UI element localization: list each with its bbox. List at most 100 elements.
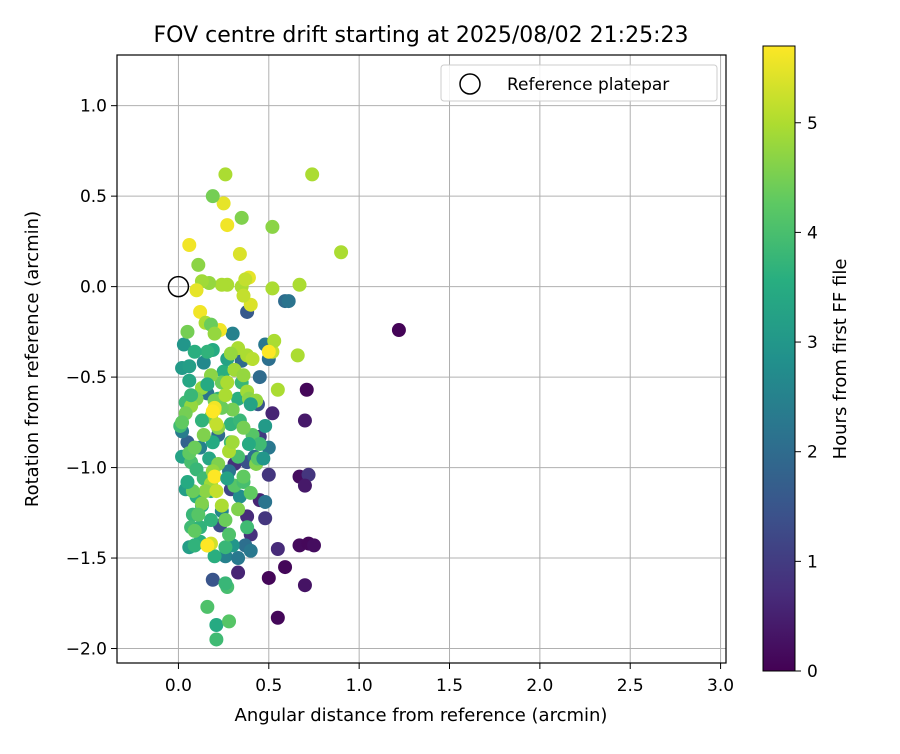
data-point <box>281 294 296 309</box>
data-point <box>209 484 224 499</box>
data-point <box>200 538 215 553</box>
x-tick-label: 2.0 <box>526 676 553 696</box>
data-point <box>207 549 222 564</box>
data-point <box>187 538 202 553</box>
y-tick-label: −1.5 <box>66 549 107 569</box>
data-point <box>205 189 220 204</box>
x-tick-label: 3.0 <box>707 676 734 696</box>
data-point <box>209 618 224 632</box>
legend-box <box>440 64 718 102</box>
data-point <box>189 283 204 298</box>
data-point <box>205 572 220 587</box>
data-point <box>180 324 195 339</box>
data-point <box>218 513 233 528</box>
data-point <box>214 498 229 513</box>
y-tick-label: −0.5 <box>66 368 107 388</box>
data-point <box>265 406 280 421</box>
data-point <box>187 440 202 455</box>
colorbar-tick-label: 0 <box>807 662 818 682</box>
data-point <box>236 469 251 484</box>
data-point <box>261 467 276 482</box>
data-point <box>297 413 312 428</box>
data-point <box>270 382 285 397</box>
data-point <box>222 614 237 629</box>
data-point <box>194 496 209 511</box>
data-point <box>305 167 320 182</box>
data-point <box>216 196 231 211</box>
data-point <box>203 513 218 528</box>
y-tick-label: 1.0 <box>80 97 107 117</box>
data-point <box>196 428 211 442</box>
data-point <box>301 467 316 482</box>
data-point <box>191 507 206 522</box>
colorbar-tick-label: 4 <box>807 223 818 243</box>
data-point <box>238 272 253 287</box>
y-tick-label: −2.0 <box>66 640 107 660</box>
reference-platepar-marker <box>167 275 190 298</box>
data-point <box>182 373 197 388</box>
colorbar-tick-label: 3 <box>807 333 818 353</box>
data-point <box>198 484 213 499</box>
data-point <box>258 418 273 433</box>
data-point <box>261 344 276 359</box>
data-point <box>176 337 191 352</box>
data-point <box>231 565 246 580</box>
data-point <box>292 277 307 292</box>
x-tick-label: 0.0 <box>165 676 192 696</box>
legend: Reference platepar <box>440 64 718 102</box>
data-point <box>214 277 229 292</box>
data-point <box>187 344 202 359</box>
colorbar-tick-label: 2 <box>807 443 818 463</box>
colorbar-tick-label: 1 <box>807 552 818 572</box>
data-point <box>297 478 312 493</box>
data-point <box>232 247 247 262</box>
data-point <box>299 382 314 397</box>
data-point <box>231 502 246 517</box>
data-point <box>220 471 235 486</box>
data-point <box>209 632 224 647</box>
y-tick-label: 0.0 <box>80 278 107 298</box>
data-point <box>200 377 215 392</box>
plot-frame <box>116 54 727 664</box>
data-point <box>270 542 285 556</box>
colorbar: 0 1 2 3 4 5 Hours from first FF file <box>762 45 851 682</box>
data-point <box>200 344 215 359</box>
data-point <box>182 238 197 252</box>
legend-entry-reference-platepar: Reference platepar <box>507 75 669 95</box>
data-point <box>252 437 267 452</box>
y-axis-label: Rotation from reference (arcmin) <box>22 211 43 507</box>
chart-title: FOV centre drift starting at 2025/08/02 … <box>154 23 689 48</box>
data-point <box>297 578 312 593</box>
x-tick-label: 1.5 <box>436 676 463 696</box>
data-point <box>182 359 197 374</box>
colorbar-ticks: 0 1 2 3 4 5 <box>795 114 818 682</box>
y-tick-label: −1.0 <box>66 459 107 479</box>
data-point <box>222 527 237 542</box>
data-point <box>218 388 233 403</box>
x-tick-label: 2.5 <box>617 676 644 696</box>
data-point <box>225 435 240 450</box>
data-point <box>236 420 251 435</box>
data-point <box>267 333 282 348</box>
x-axis-ticks: 0.0 0.5 1.0 1.5 2.0 2.5 3.0 <box>165 663 734 696</box>
data-point <box>207 469 222 484</box>
data-point <box>218 576 233 591</box>
data-point <box>209 417 224 432</box>
x-tick-label: 0.5 <box>255 676 282 696</box>
data-point <box>391 323 406 338</box>
data-point <box>258 494 273 509</box>
data-point <box>236 288 251 303</box>
data-point <box>290 348 305 363</box>
colorbar-label: Hours from first FF file <box>830 259 851 460</box>
data-point <box>243 397 258 412</box>
data-point <box>225 326 240 341</box>
y-tick-label: 0.5 <box>80 187 107 207</box>
colorbar-tick-label: 5 <box>807 114 818 134</box>
data-point <box>223 346 238 361</box>
data-point <box>193 304 208 319</box>
data-point <box>218 167 233 182</box>
x-axis-label: Angular distance from reference (arcmin) <box>235 705 608 726</box>
data-point <box>194 413 209 428</box>
legend-marker-icon <box>459 73 481 95</box>
